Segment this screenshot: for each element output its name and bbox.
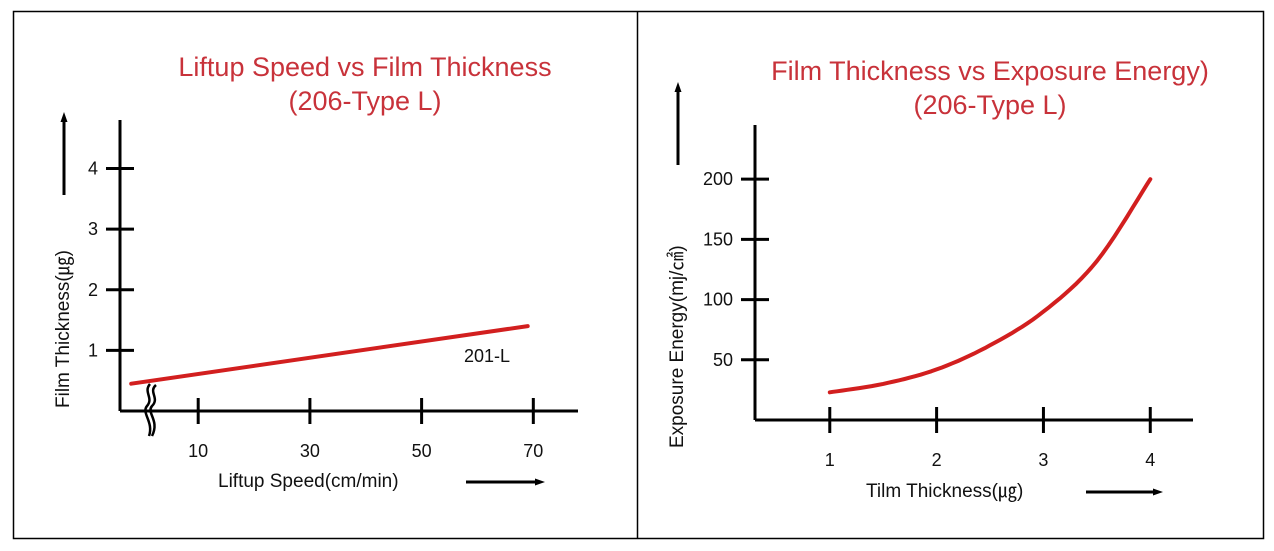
right-x-tick-label: 4 <box>1145 450 1155 470</box>
right-x-tick-label: 1 <box>825 450 835 470</box>
left-chart: Liftup Speed vs Film Thickness (206-Type… <box>53 52 578 492</box>
left-x-tick-label: 10 <box>188 441 208 461</box>
left-y-axis-label: Film Thickness(㎍) <box>53 250 74 408</box>
right-x-ticks: 1 2 3 4 <box>825 407 1155 470</box>
left-x-tick-label: 30 <box>300 441 320 461</box>
outer-frame <box>12 10 1265 540</box>
right-y-tick-label: 200 <box>703 169 733 189</box>
left-y-tick-label: 3 <box>88 219 98 239</box>
right-chart: Film Thickness vs Exposure Energy) (206-… <box>665 56 1209 502</box>
left-y-tick-label: 2 <box>88 280 98 300</box>
left-series-label: 201-L <box>464 346 510 366</box>
left-y-tick-label: 1 <box>88 340 98 360</box>
right-y-tick-label: 50 <box>713 350 733 370</box>
left-x-tick-label: 50 <box>412 441 432 461</box>
right-chart-title-line-1: Film Thickness vs Exposure Energy) <box>771 56 1209 86</box>
right-x-tick-label: 2 <box>932 450 942 470</box>
left-x-tick-label: 70 <box>523 441 543 461</box>
right-y-tick-label: 100 <box>703 290 733 310</box>
left-series-line <box>129 324 530 386</box>
right-y-axis-label: Exposure Energy(mj/㎠) <box>665 245 688 448</box>
right-series-line <box>827 177 1153 395</box>
left-chart-title-line-2: (206-Type L) <box>288 86 441 116</box>
left-x-axis-label: Liftup Speed(cm/min) <box>218 471 399 492</box>
right-x-tick-label: 3 <box>1038 450 1048 470</box>
right-chart-title-line-2: (206-Type L) <box>913 90 1066 120</box>
right-y-tick-label: 150 <box>703 229 733 249</box>
left-axis-break-icon <box>144 383 157 437</box>
left-chart-title-line-1: Liftup Speed vs Film Thickness <box>178 52 551 82</box>
right-y-ticks: 50 100 150 200 <box>703 169 769 370</box>
left-y-tick-label: 4 <box>88 159 98 179</box>
left-x-ticks: 10 30 50 70 <box>188 398 543 461</box>
left-y-ticks: 1 2 3 4 <box>88 159 134 360</box>
right-x-axis-label: Tilm Thickness(㎍) <box>866 481 1023 502</box>
